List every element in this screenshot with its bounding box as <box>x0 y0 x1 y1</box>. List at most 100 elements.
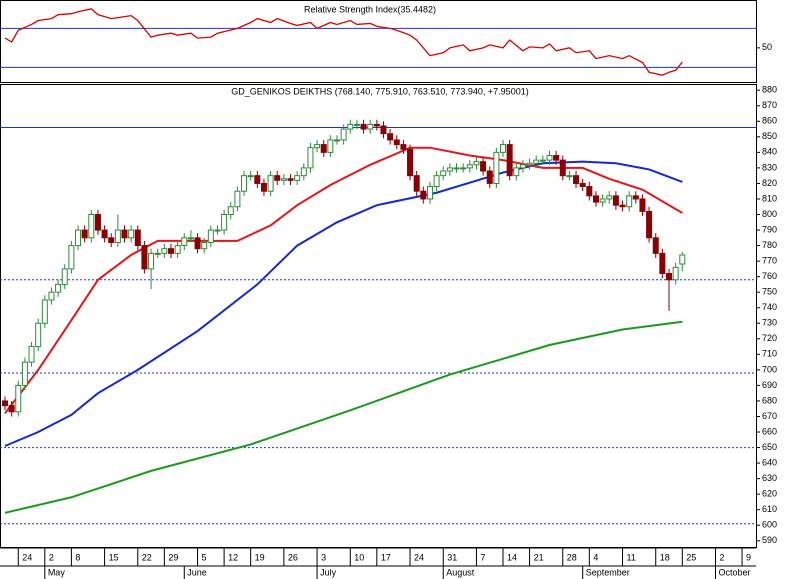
x-tick-label: 10 <box>354 552 364 562</box>
x-tick-label: 3 <box>321 552 326 562</box>
candle-body <box>592 195 599 203</box>
x-tick-label: 28 <box>567 552 577 562</box>
x-tick-label: 18 <box>660 552 670 562</box>
candle-body <box>68 245 75 270</box>
y-tick-label: 720 <box>762 333 777 343</box>
y-tick-label: 690 <box>762 380 777 390</box>
y-tick-label: 660 <box>762 426 777 436</box>
y-tick-label: 850 <box>762 131 777 141</box>
candle-body <box>440 170 447 177</box>
y-tick-label: 770 <box>762 255 777 265</box>
candle-body <box>267 175 274 192</box>
x-tick-label: 2 <box>49 552 54 562</box>
candle-body <box>134 229 141 247</box>
candle-body <box>274 175 281 181</box>
candle-body <box>15 384 22 413</box>
month-label: September <box>586 567 630 577</box>
candle-body <box>287 178 294 181</box>
candle-body <box>573 175 580 184</box>
candle-body <box>294 175 301 181</box>
candle-body <box>500 144 507 153</box>
candle-body <box>606 195 613 200</box>
candle-body <box>161 248 168 254</box>
month-label: June <box>187 567 207 577</box>
x-tick-label: 9 <box>746 552 751 562</box>
candle-body <box>75 229 82 247</box>
x-tick-label: 11 <box>627 552 636 562</box>
candle-body <box>367 123 374 130</box>
candle-body <box>187 237 194 240</box>
candle-body <box>300 167 307 177</box>
month-label: July <box>320 567 337 577</box>
candle-body <box>260 182 267 192</box>
candle-body <box>400 144 407 150</box>
candle-body <box>148 252 155 270</box>
y-tick-label: 700 <box>762 364 777 374</box>
x-tick-label: 26 <box>288 552 298 562</box>
candle-body <box>473 161 480 166</box>
candle-body <box>121 229 128 239</box>
candle-body <box>241 175 248 192</box>
candle-body <box>333 139 340 142</box>
candle-body <box>393 139 400 146</box>
candle-body <box>519 164 526 169</box>
candle-body <box>214 229 221 232</box>
candle-body <box>234 190 241 208</box>
candle-body <box>254 175 261 184</box>
candle-body <box>101 229 108 239</box>
candle-body <box>533 159 540 164</box>
candle-body <box>553 154 560 161</box>
candle-body <box>41 299 48 324</box>
x-tick-label: 25 <box>686 552 696 562</box>
candle-body <box>48 291 55 301</box>
price-title: GD_GENIKOS DEIKTHS (768.140, 775.910, 76… <box>231 86 528 96</box>
candle-body <box>599 198 606 203</box>
candle-body <box>420 190 427 200</box>
candle-body <box>207 229 214 243</box>
candle-body <box>373 123 380 127</box>
y-tick-label: 600 <box>762 520 777 530</box>
candle-body <box>539 159 546 162</box>
line-series <box>4 146 683 414</box>
candle-body <box>227 206 234 216</box>
month-label: October <box>718 567 750 577</box>
y-tick-label: 790 <box>762 224 777 234</box>
x-tick-label: 24 <box>414 552 424 562</box>
y-tick-label: 740 <box>762 302 777 312</box>
candle-body <box>280 178 287 181</box>
candle-body <box>679 254 686 265</box>
y-tick-label: 710 <box>762 349 777 359</box>
candle-body <box>61 268 68 285</box>
y-tick-label: 630 <box>762 473 777 483</box>
candle-body <box>659 252 666 275</box>
candle-body <box>21 361 28 386</box>
candle-body <box>35 322 42 348</box>
y-tick-label: 590 <box>762 535 777 545</box>
x-tick-label: 29 <box>168 552 178 562</box>
candle-body <box>486 170 493 184</box>
candle-body <box>108 237 115 243</box>
month-label: May <box>48 567 66 577</box>
candle-body <box>88 214 95 239</box>
x-tick-label: 12 <box>228 552 238 562</box>
candle-body <box>353 123 360 126</box>
candle-body <box>546 154 553 161</box>
candle-body <box>94 214 101 231</box>
candle-body <box>460 167 467 170</box>
y-tick-label: 670 <box>762 411 777 421</box>
candle-body <box>247 175 254 178</box>
candle-body <box>154 252 161 255</box>
candle-body <box>446 167 453 172</box>
candle-body <box>55 283 62 293</box>
y-tick-label: 610 <box>762 504 777 514</box>
y-tick-label: 810 <box>762 193 777 203</box>
candle-body <box>632 195 639 200</box>
candle-body <box>612 195 619 206</box>
candle-body <box>174 245 181 254</box>
candle-body <box>639 198 646 212</box>
candle-body <box>141 245 148 270</box>
x-tick-label: 5 <box>202 552 207 562</box>
rsi-title: Relative Strength Index(35.4482) <box>304 4 436 14</box>
candle-body <box>466 164 473 169</box>
